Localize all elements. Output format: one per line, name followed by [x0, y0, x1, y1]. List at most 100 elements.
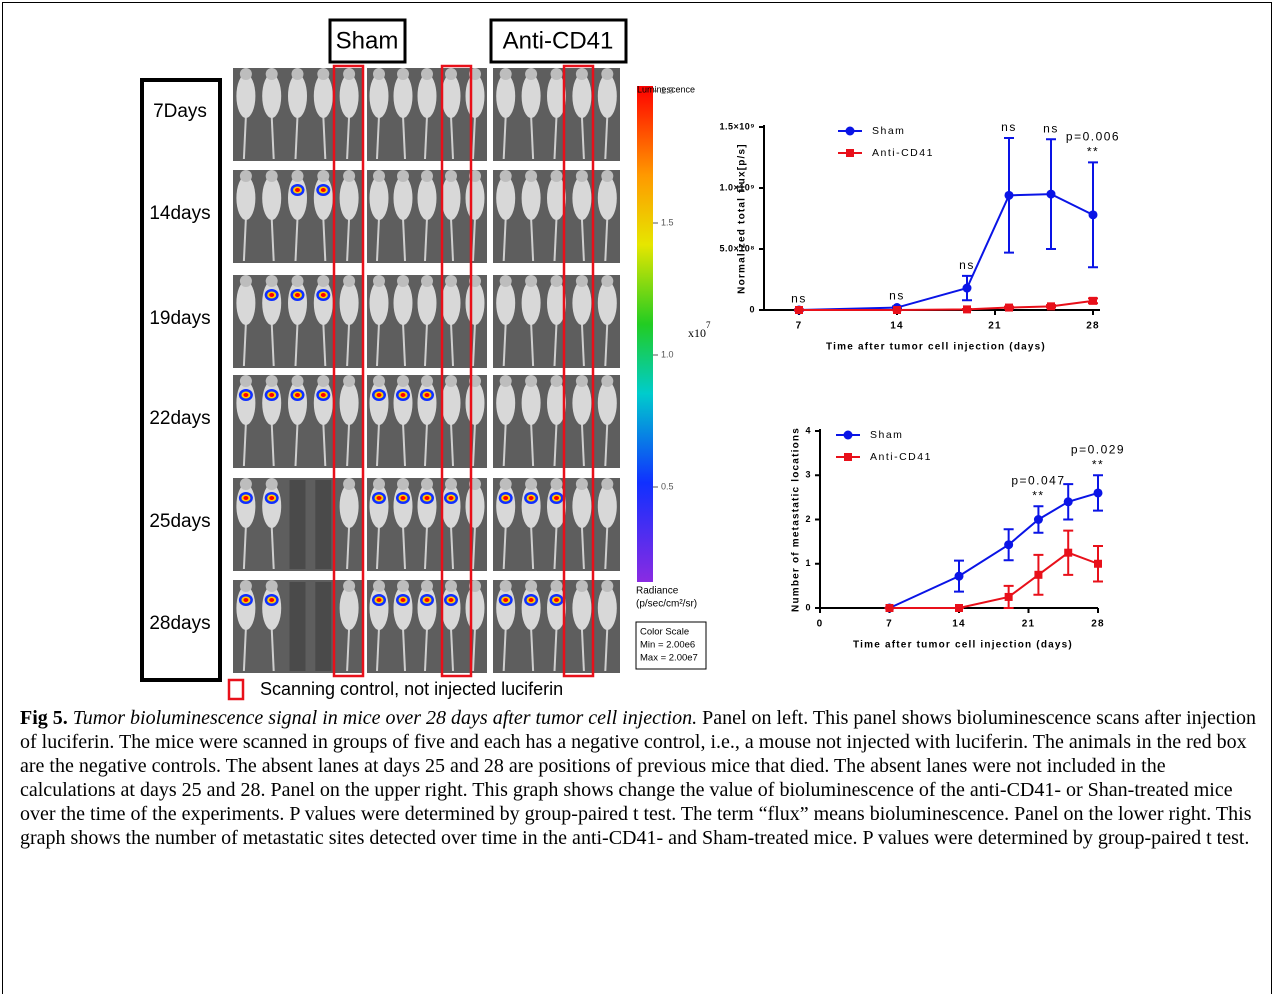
colorbar-title: Luminescence: [637, 84, 695, 94]
color-scale-line: Color Scale: [640, 627, 689, 638]
mouse-head: [317, 375, 330, 387]
mouse-body: [572, 74, 592, 118]
mouse-body: [393, 281, 413, 325]
mouse-head: [575, 478, 588, 490]
annotation: ns: [1043, 121, 1059, 135]
mouse-head: [499, 275, 512, 287]
mouse-body: [441, 74, 461, 118]
data-line: [889, 491, 1099, 609]
mouse-body: [288, 176, 307, 220]
mouse-tail: [472, 422, 476, 467]
radiance-unit: (p/sec/cm²/sr): [636, 599, 697, 610]
mouse-tail: [270, 422, 275, 467]
mouse-head: [265, 68, 278, 80]
mouse-body: [393, 74, 413, 118]
mouse-body: [262, 381, 282, 425]
mouse-tail: [346, 422, 351, 467]
signal: [243, 598, 249, 602]
day-label: 22days: [149, 408, 210, 429]
mouse-tail: [242, 422, 247, 467]
y-tick-label: 0: [805, 602, 811, 612]
data-line: [889, 551, 1099, 609]
mouse-body: [572, 586, 592, 630]
mouse-tail: [270, 322, 275, 367]
mouse-body: [417, 381, 437, 425]
mouse-body: [369, 381, 389, 425]
mouse-body: [313, 176, 333, 220]
mouse-body: [369, 176, 389, 220]
mouse-head: [421, 68, 433, 80]
mouse-tail: [270, 525, 275, 570]
mouse-tail: [242, 627, 247, 672]
mouse-head: [525, 275, 538, 287]
empty-lane: [315, 480, 332, 569]
mouse-head: [499, 375, 512, 387]
signal: [269, 293, 275, 297]
mouse-head: [575, 375, 588, 387]
mouse-head: [239, 170, 252, 182]
mouse-body: [441, 586, 461, 630]
signal: [554, 496, 559, 500]
x-tick-label: 28: [1091, 619, 1105, 630]
caption-title: Tumor bioluminescence signal in mice ove…: [72, 707, 698, 729]
color-scale-line: Min = 2.00e6: [640, 640, 695, 651]
mouse-tail: [322, 422, 327, 467]
data-point: [1033, 515, 1043, 524]
data-point: [954, 571, 964, 581]
mouse-tail: [450, 322, 454, 367]
x-tick-label: 0: [817, 619, 824, 630]
y-axis-label: Number of metastatic locations: [791, 427, 802, 612]
signal: [295, 393, 300, 397]
legend-marker: [846, 149, 854, 157]
mouse-body: [441, 484, 461, 528]
mouse-tail: [472, 627, 476, 672]
mouse-tail: [424, 422, 428, 467]
mouse-head: [343, 68, 356, 80]
mouse-head: [265, 580, 278, 592]
mouse-tail: [424, 217, 428, 262]
mouse-tail: [530, 115, 535, 160]
mouse-tail: [530, 627, 535, 672]
mouse-body: [547, 176, 566, 220]
mouse-body: [547, 74, 566, 118]
mouse-body: [441, 176, 461, 220]
data-point: [1047, 302, 1055, 311]
mouse-body: [417, 484, 437, 528]
mouse-head: [525, 375, 538, 387]
mouse-tail: [472, 322, 476, 367]
day-label: 25days: [149, 511, 210, 532]
day-label: 14days: [149, 203, 210, 224]
mouse-head: [343, 375, 356, 387]
empty-lane: [289, 582, 306, 671]
mouse-tail: [346, 115, 351, 160]
data-point: [1063, 497, 1073, 507]
mouse-tail: [242, 322, 247, 367]
mouse-tail: [580, 322, 585, 367]
signal: [243, 496, 249, 500]
mouse-head: [239, 478, 252, 490]
mouse-body: [597, 176, 617, 220]
data-line: [799, 299, 1094, 311]
legend-label: Anti-CD41: [872, 147, 934, 159]
mouse-head: [499, 170, 512, 182]
mouse-head: [445, 68, 457, 80]
mouse-tail: [376, 627, 380, 672]
mouse-tail: [530, 525, 535, 570]
mouse-head: [575, 170, 588, 182]
mouse-body: [597, 281, 617, 325]
data-point: [1093, 488, 1103, 498]
colorbar: [637, 86, 653, 582]
data-point: [1004, 540, 1014, 550]
mouse-head: [291, 275, 304, 287]
mouse-tail: [553, 525, 558, 570]
color-scale-line: Max = 2.00e7: [640, 653, 698, 664]
mouse-tail: [322, 115, 327, 160]
data-point: [795, 306, 803, 314]
mouse-head: [317, 68, 330, 80]
mouse-body: [417, 281, 437, 325]
mouse-body: [572, 176, 592, 220]
colorbar-tick-label: 1.0: [661, 349, 674, 359]
mouse-head: [239, 375, 252, 387]
group-label: Sham: [336, 27, 399, 54]
mouse-body: [288, 74, 307, 118]
